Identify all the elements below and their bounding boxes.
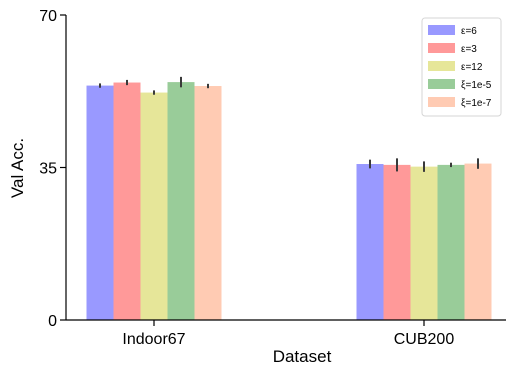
y-tick-label: 70	[39, 8, 57, 25]
legend-swatch	[428, 43, 455, 53]
bar	[437, 164, 465, 320]
legend-label: ξ=1e-5	[461, 80, 492, 91]
legend-label: ε=6	[461, 26, 477, 37]
bar	[410, 166, 438, 320]
y-tick-label: 35	[39, 161, 57, 178]
y-tick-label: 0	[48, 313, 57, 330]
axes: 0 35 70 Indoor67 CUB200	[39, 8, 506, 348]
bar	[86, 85, 114, 320]
bar	[113, 82, 141, 321]
x-tick-label: CUB200	[394, 331, 455, 348]
legend-label: ε=12	[461, 62, 483, 73]
bar	[140, 92, 168, 320]
legend-swatch	[428, 97, 455, 107]
x-axis-label: Dataset	[273, 347, 332, 366]
legend-box	[421, 17, 502, 117]
legend-label: ξ=1e-7	[461, 98, 492, 109]
legend-label: ε=3	[461, 44, 477, 55]
bars-layer	[86, 82, 492, 321]
bar	[356, 164, 384, 320]
legend-swatch	[428, 79, 455, 89]
x-tick-label: Indoor67	[122, 331, 185, 348]
error-bars-layer	[99, 76, 479, 172]
bar	[167, 82, 195, 320]
legend-swatch	[428, 25, 455, 35]
legend-swatch	[428, 61, 455, 71]
legend: ε=6 ε=3 ε=12 ξ=1e-5 ξ=1e-7	[421, 17, 502, 117]
bar	[464, 163, 492, 320]
bar	[383, 164, 411, 320]
bar	[194, 86, 222, 321]
y-axis-label: Val Acc.	[8, 138, 27, 198]
